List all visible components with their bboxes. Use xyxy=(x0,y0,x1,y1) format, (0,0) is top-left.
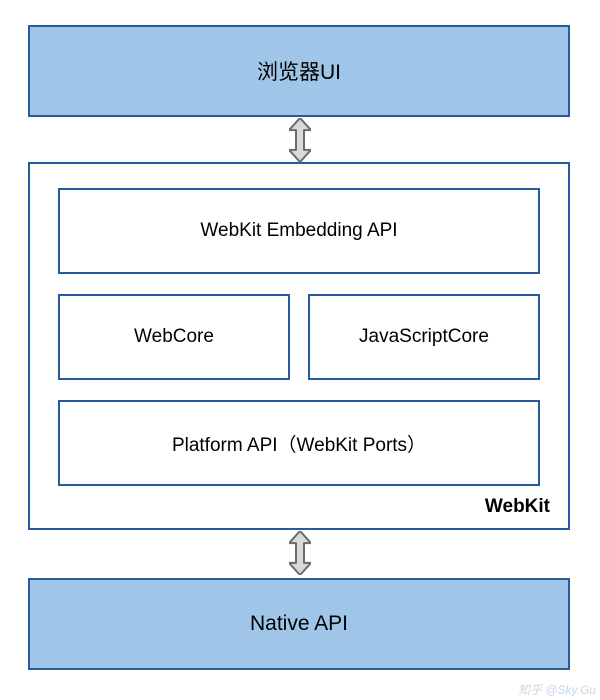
native-api-label: Native API xyxy=(250,612,348,636)
platform-api-box: Platform API（WebKit Ports） xyxy=(58,400,540,486)
bidirectional-arrow-icon xyxy=(289,531,311,575)
browser-ui-label: 浏览器UI xyxy=(257,56,341,86)
webcore-box: WebCore xyxy=(58,294,290,380)
browser-ui-box: 浏览器UI xyxy=(28,25,570,117)
watermark-text: 知乎 @Sky.Gu xyxy=(518,681,596,698)
platform-api-label: Platform API（WebKit Ports） xyxy=(172,430,426,457)
webcore-label: WebCore xyxy=(134,326,214,348)
javascriptcore-box: JavaScriptCore xyxy=(308,294,540,380)
javascriptcore-label: JavaScriptCore xyxy=(359,326,489,348)
native-api-box: Native API xyxy=(28,578,570,670)
embedding-api-label: WebKit Embedding API xyxy=(200,220,397,242)
embedding-api-box: WebKit Embedding API xyxy=(58,188,540,274)
bidirectional-arrow-icon xyxy=(289,118,311,162)
webkit-container-label: WebKit xyxy=(485,496,550,518)
